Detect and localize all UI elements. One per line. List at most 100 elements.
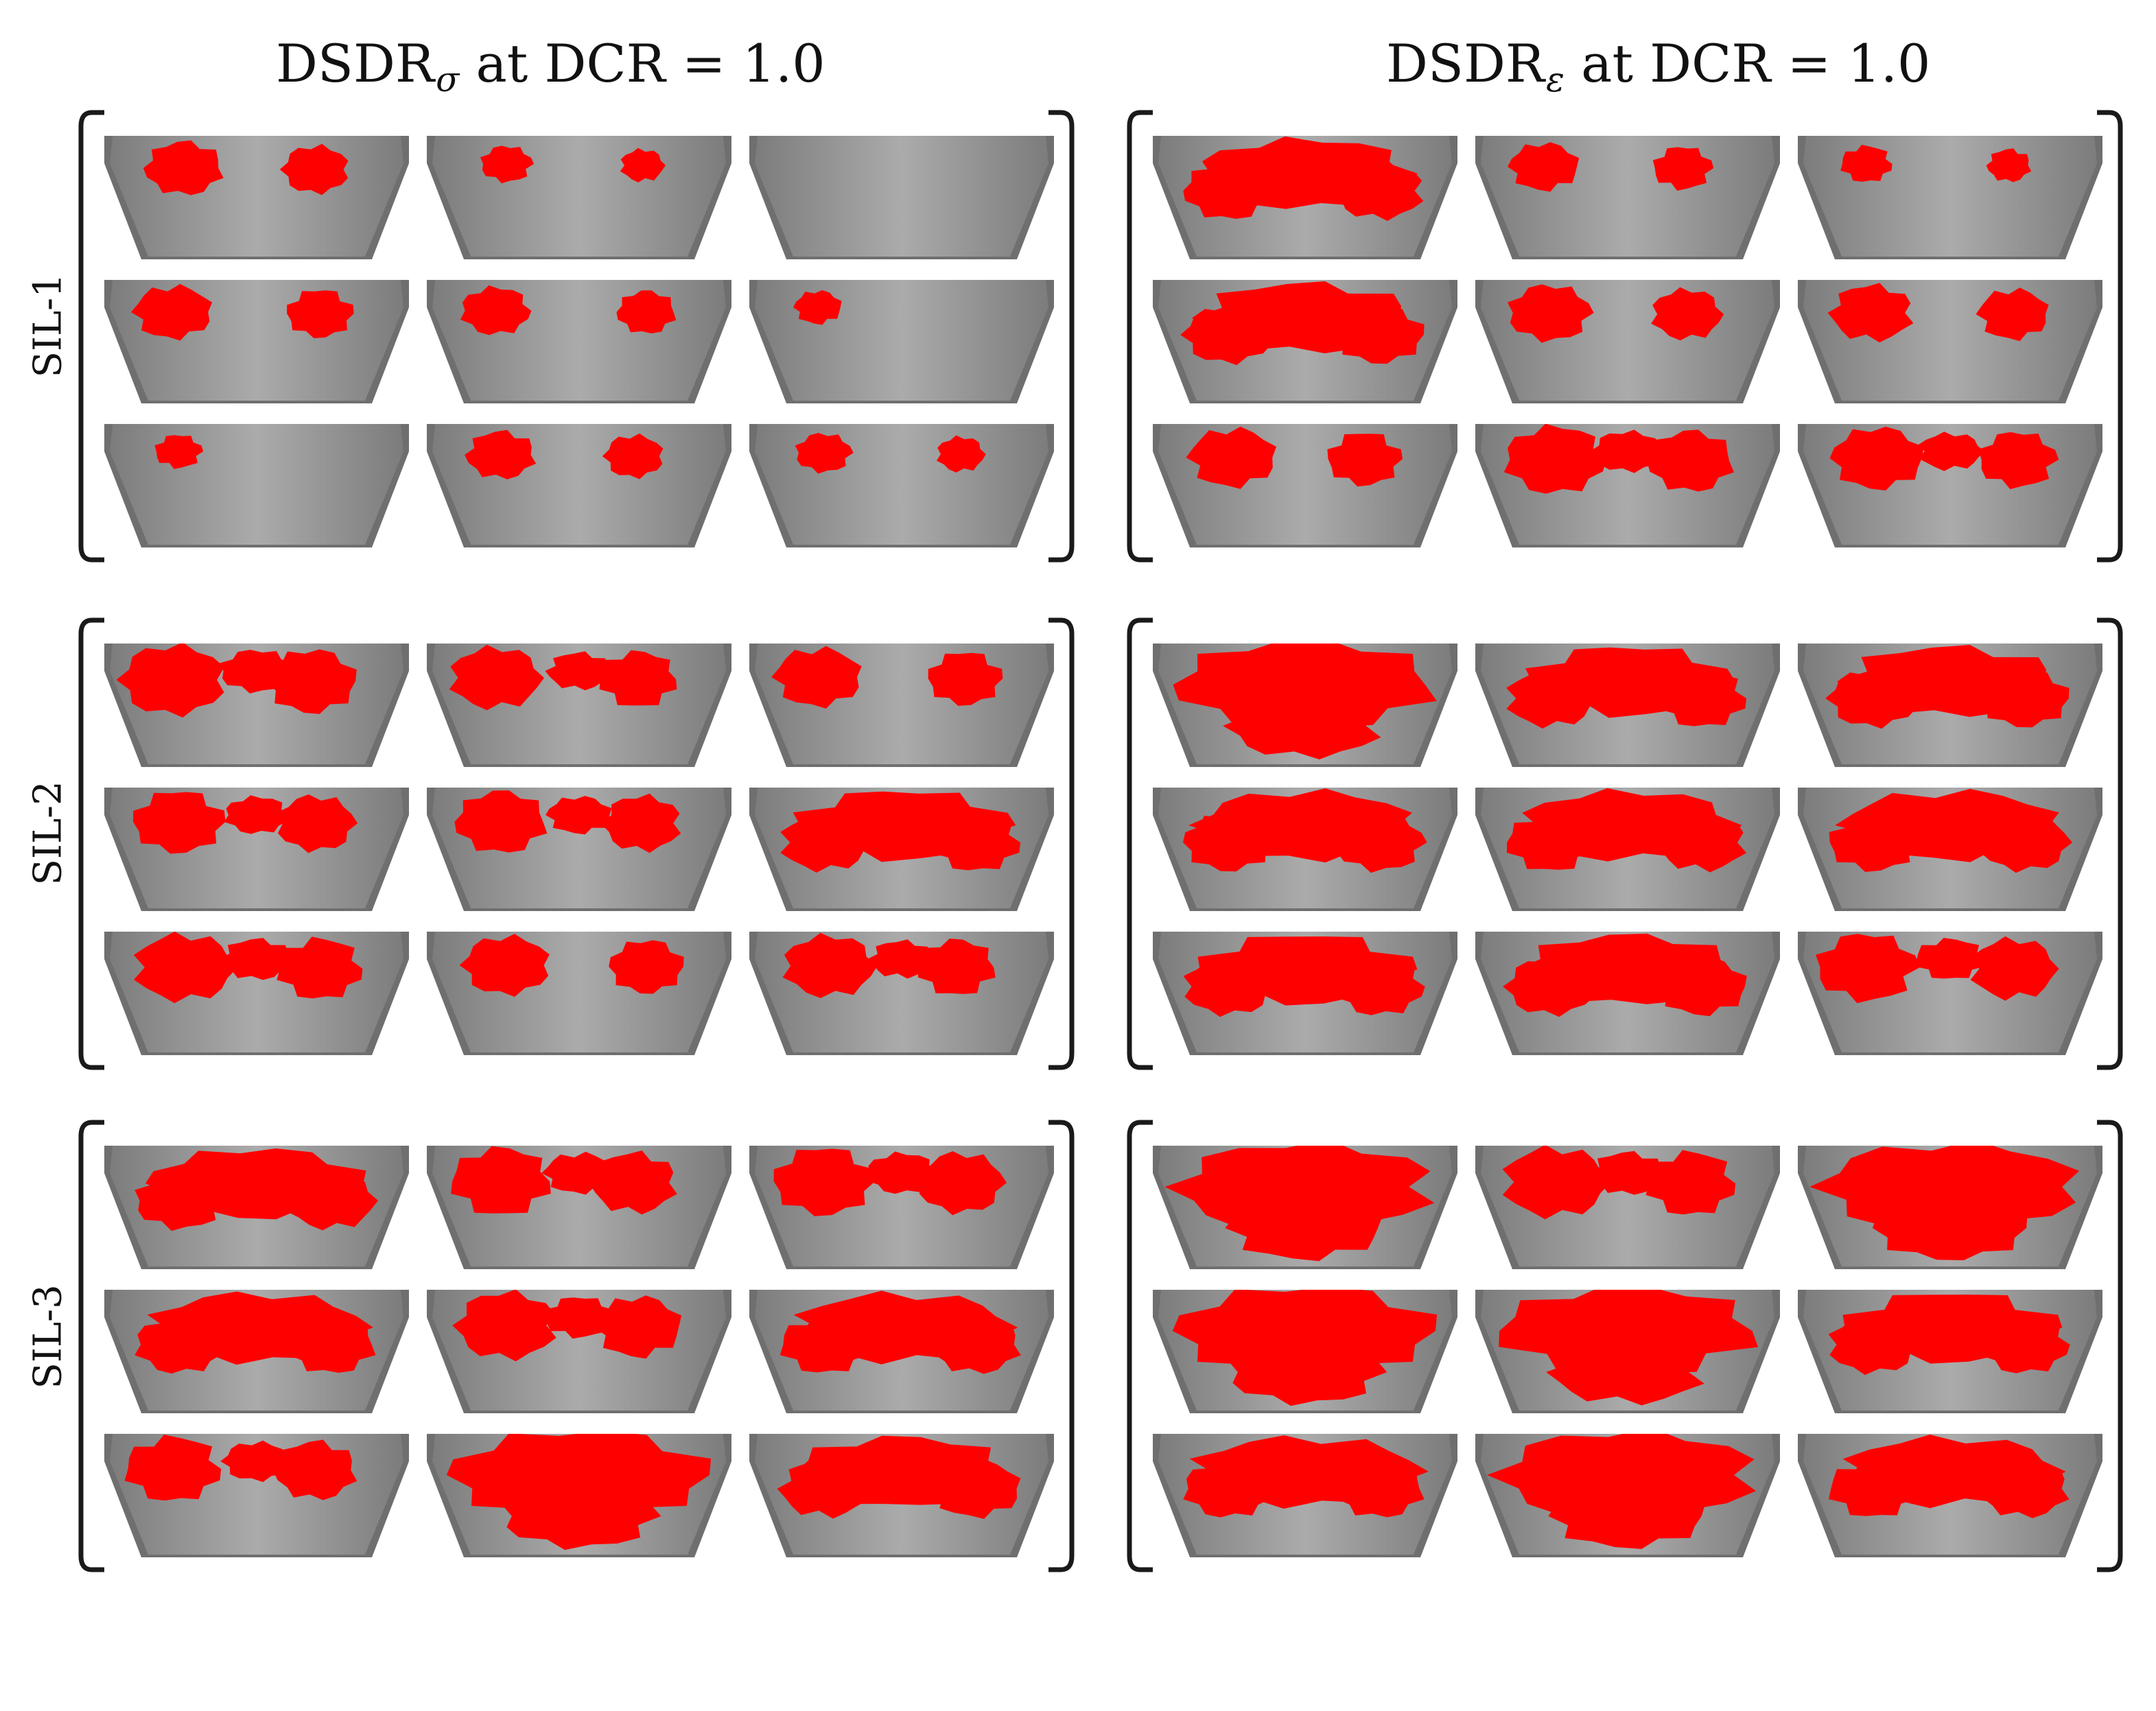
damage-region <box>545 651 612 691</box>
damage-region <box>1548 1484 1705 1549</box>
result-panel <box>749 1146 1054 1269</box>
damage-region <box>1872 1196 2028 1260</box>
result-panel <box>1153 280 1457 403</box>
bracket-right <box>2097 617 2123 1070</box>
panel-surface <box>1798 424 2102 547</box>
result-panel <box>1475 280 1780 403</box>
result-panel <box>1153 1434 1457 1557</box>
damage-region <box>287 290 354 338</box>
panel-surface <box>1798 788 2102 911</box>
panel-surface <box>104 932 409 1055</box>
bracket-right <box>1048 617 1075 1070</box>
panel-surface <box>427 932 731 1055</box>
damage-region <box>930 812 1021 871</box>
panel-surface <box>104 136 409 259</box>
result-panel <box>1153 1146 1457 1269</box>
result-panel <box>1798 644 2102 767</box>
panel-surface <box>104 1434 409 1557</box>
panel-surface <box>427 424 731 547</box>
bracket-left <box>1127 110 1153 563</box>
damage-region <box>1816 934 1920 1004</box>
damage-region <box>1827 283 1914 343</box>
damage-region <box>1183 956 1276 1017</box>
result-panel <box>427 1290 731 1413</box>
panel-surface <box>1475 644 1780 767</box>
column-title-sigma: DSDRσ at DCR = 1.0 <box>276 33 825 99</box>
damage-region <box>1327 434 1403 487</box>
panel-surface <box>1798 932 2102 1055</box>
result-panel <box>1153 788 1457 911</box>
damage-region <box>1186 426 1276 489</box>
bracket <box>78 617 1075 1070</box>
damage-region <box>154 435 204 469</box>
panel-group-epsilon-sil3 <box>1125 1120 2124 1572</box>
panel-surface <box>104 788 409 911</box>
bracket <box>1127 617 2123 1070</box>
damage-region <box>1656 668 1747 727</box>
damage-region <box>1180 304 1273 366</box>
damage-region <box>1228 1340 1387 1406</box>
damage-region <box>867 939 934 979</box>
result-panel <box>104 1146 409 1269</box>
panel-surface <box>104 280 409 403</box>
damage-region <box>1651 287 1724 341</box>
damage-region <box>1334 814 1427 873</box>
panel-surface <box>749 644 1054 767</box>
panel-surface <box>1475 1434 1780 1557</box>
panel-surface <box>749 1434 1054 1557</box>
damage-region <box>480 145 535 184</box>
damage-region <box>541 1151 615 1195</box>
damage-region <box>1979 670 2070 728</box>
damage-region <box>599 650 677 706</box>
panel-group-epsilon-sil2 <box>1125 617 2124 1070</box>
panel-surface <box>749 280 1054 403</box>
damage-region <box>1508 142 1580 192</box>
result-panel <box>427 644 731 767</box>
panel-surface <box>1475 1146 1780 1269</box>
panel-group-sigma-sil1 <box>77 110 1076 563</box>
result-panel <box>749 788 1054 911</box>
damage-region <box>1503 424 1607 494</box>
damage-region <box>1183 814 1274 872</box>
damage-region <box>780 812 873 873</box>
result-panel <box>1798 932 2102 1055</box>
panel-group-epsilon-sil1 <box>1125 110 2124 563</box>
result-panel <box>1475 644 1780 767</box>
damage-region <box>276 794 358 853</box>
result-panel <box>1153 1290 1457 1413</box>
damage-region <box>602 433 664 480</box>
damage-region <box>1840 145 1893 182</box>
row-label-sil2: SIL-2 <box>25 781 71 886</box>
result-panel <box>104 932 409 1055</box>
damage-region <box>502 1484 661 1550</box>
result-panel <box>1153 136 1457 259</box>
damage-region <box>1506 813 1595 870</box>
panel-surface <box>104 1290 409 1413</box>
damage-region <box>1652 147 1714 191</box>
result-panel <box>749 424 1054 547</box>
result-panel <box>104 644 409 767</box>
panel-surface <box>1475 932 1780 1055</box>
damage-region <box>1164 1146 1435 1234</box>
result-panel <box>104 280 409 403</box>
bracket-left <box>78 110 104 563</box>
result-panel <box>1798 1434 2102 1557</box>
result-panel <box>1798 424 2102 547</box>
panel-surface <box>1475 1290 1780 1413</box>
shell-surface <box>432 136 726 257</box>
damage-region <box>446 1434 712 1520</box>
panel-surface <box>1798 136 2102 259</box>
damage-region <box>133 932 238 1004</box>
damage-region <box>917 1151 1007 1216</box>
panel-surface <box>749 424 1054 547</box>
damage-region <box>1225 1195 1383 1262</box>
row-label-sil1: SIL-1 <box>25 273 71 378</box>
panel-surface <box>749 136 1054 259</box>
damage-region <box>1499 1290 1759 1373</box>
damage-region <box>131 283 213 341</box>
damage-region <box>1825 668 1918 729</box>
result-panel <box>1475 424 1780 547</box>
damage-region <box>134 1314 226 1374</box>
row-label-sil3: SIL-3 <box>25 1284 71 1389</box>
result-panel <box>749 280 1054 403</box>
